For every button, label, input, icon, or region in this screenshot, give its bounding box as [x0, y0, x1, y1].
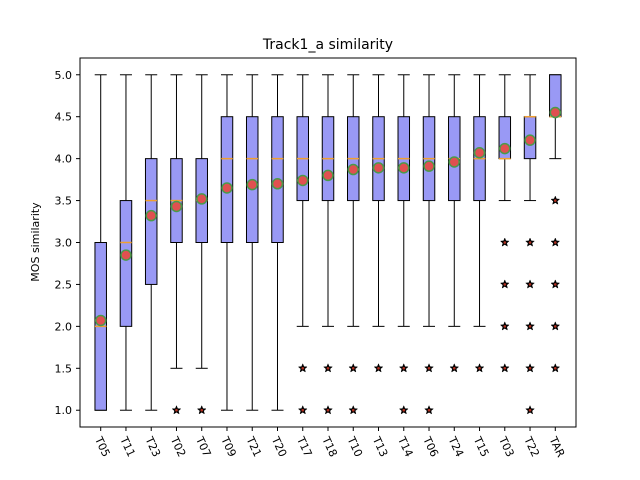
x-tick-label: T15: [470, 434, 491, 459]
x-tick-label: T10: [344, 434, 365, 459]
outlier-marker-center: [175, 408, 178, 412]
x-tick-label: T11: [117, 434, 138, 459]
outlier-marker-center: [528, 366, 532, 370]
mean-marker: [145, 209, 157, 222]
outlier-marker-center: [402, 408, 406, 412]
mean-marker: [322, 169, 334, 182]
outlier-marker-center: [200, 408, 204, 412]
mean-marker: [423, 160, 435, 172]
x-tick-label: T07: [193, 434, 214, 459]
outlier-marker-center: [528, 283, 532, 286]
outlier-marker-center: [452, 366, 456, 370]
outlier-marker-center: [301, 366, 305, 370]
outlier-marker-center: [528, 325, 532, 328]
outlier-marker-center: [503, 241, 507, 244]
outlier-marker-center: [528, 408, 532, 412]
outlier-marker-center: [553, 241, 557, 244]
mean-marker: [221, 182, 233, 194]
x-tick-label: T06: [420, 434, 441, 459]
y-tick-label: 3.0: [55, 237, 73, 250]
x-tick-label: T03: [496, 434, 517, 459]
y-tick-label: 2.5: [55, 278, 73, 291]
box-iqr: [119, 200, 133, 327]
x-tick-label: T23: [142, 434, 163, 459]
outlier-marker-center: [528, 241, 532, 244]
outlier-marker-center: [301, 408, 305, 412]
y-tick-label: 3.5: [55, 195, 73, 208]
mean-marker: [246, 178, 258, 191]
outlier-marker-center: [326, 408, 330, 412]
outlier-marker-center: [553, 199, 557, 202]
outlier-marker-center: [427, 366, 431, 370]
outlier-marker-center: [503, 366, 507, 370]
x-tick-label: T20: [268, 434, 289, 459]
box-iqr: [144, 158, 158, 285]
outlier-marker-center: [503, 283, 507, 286]
x-tick-label: T21: [243, 434, 264, 459]
outlier-marker-center: [553, 283, 557, 286]
mean-marker: [347, 163, 360, 176]
mean-marker: [170, 200, 183, 213]
y-axis-label: MOS similarity: [29, 202, 42, 282]
mean-marker: [296, 174, 309, 187]
mean-marker: [398, 162, 410, 174]
x-tick-label: T02: [167, 434, 188, 459]
mean-marker: [372, 162, 385, 174]
mean-marker: [271, 178, 284, 190]
axes-frame: [79, 57, 577, 428]
outlier-marker-center: [553, 366, 557, 370]
mean-marker: [195, 193, 208, 205]
outlier-marker-center: [377, 366, 380, 370]
mean-marker: [448, 156, 461, 168]
x-tick-label: T14: [395, 434, 416, 459]
mean-marker: [549, 106, 562, 119]
x-tick-label: T22: [521, 434, 542, 459]
mean-marker: [94, 314, 107, 327]
x-tick-label: T24: [445, 434, 466, 459]
outlier-marker-center: [427, 408, 431, 412]
outlier-marker-center: [478, 366, 481, 370]
x-tick-label: TAR: [546, 434, 567, 460]
x-tick-label: T09: [218, 434, 239, 459]
outlier-marker-center: [503, 325, 507, 328]
outlier-marker-center: [351, 366, 355, 370]
outlier-marker-center: [553, 325, 557, 328]
box-iqr: [220, 116, 234, 243]
x-tick-label: T05: [92, 434, 113, 459]
outlier-marker-center: [351, 408, 355, 412]
mean-marker: [473, 147, 486, 159]
x-tick-label: T13: [369, 434, 390, 459]
x-tick-label: T18: [319, 434, 340, 459]
x-tick-label: T17: [294, 434, 315, 459]
mean-marker: [120, 249, 132, 261]
y-tick-label: 4.5: [55, 111, 73, 124]
chart-title: Track1_a similarity: [262, 37, 393, 53]
y-tick-label: 5.0: [55, 69, 73, 82]
y-tick-label: 4.0: [55, 153, 73, 166]
y-tick-label: 1.0: [55, 404, 73, 417]
mean-marker: [524, 134, 536, 146]
y-tick-label: 2.0: [55, 320, 73, 333]
mean-marker: [499, 142, 511, 155]
outlier-marker-center: [402, 366, 406, 370]
outlier-marker-center: [326, 366, 330, 370]
y-tick-label: 1.5: [55, 362, 73, 375]
